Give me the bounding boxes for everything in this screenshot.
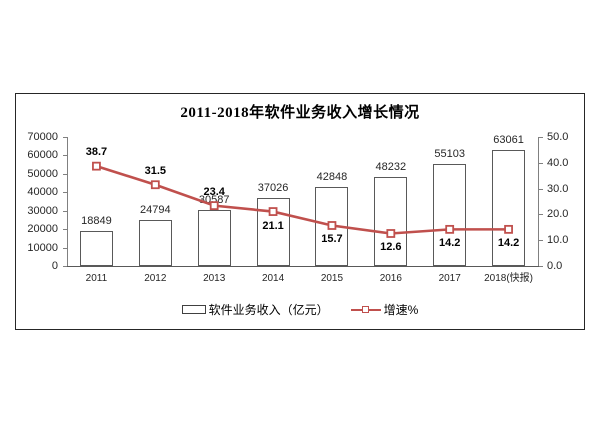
x-axis-line — [67, 266, 539, 267]
bar-series-swatch-icon — [181, 305, 206, 314]
x-axis-label: 2016 — [379, 273, 402, 284]
growth-value-label: 14.2 — [438, 237, 461, 250]
right-axis-label: 40.0 — [547, 156, 569, 169]
left-axis-label: 50000 — [27, 167, 58, 180]
x-axis-label: 2018(快报) — [484, 273, 534, 284]
legend-item-revenue: 软件业务收入（亿元） — [181, 301, 329, 318]
growth-value-label: 14.2 — [497, 237, 520, 250]
right-axis-line — [538, 137, 539, 266]
bar-value-label: 55103 — [434, 148, 465, 161]
bar — [138, 220, 172, 266]
x-axis-label: 2011 — [85, 273, 108, 284]
right-axis-label: 50.0 — [547, 131, 569, 143]
left-axis-tick — [63, 229, 67, 231]
line-marker — [209, 201, 219, 211]
bar-value-label: 48232 — [375, 161, 407, 174]
left-axis-tick — [63, 247, 67, 249]
x-axis-label: 2017 — [438, 273, 461, 284]
right-axis-tick — [539, 162, 543, 164]
left-axis-tick — [63, 155, 67, 157]
legend-label-growth: 增速% — [383, 303, 419, 317]
bar — [79, 231, 113, 266]
x-axis-label: 2014 — [261, 273, 285, 284]
line-marker — [327, 221, 337, 230]
chart-container: 2011-2018年软件业务收入增长情况 70000 60000 50000 4000… — [15, 93, 585, 330]
growth-value-label: 21.1 — [262, 219, 284, 232]
left-axis-label: 60000 — [27, 149, 58, 162]
x-axis-label: 2012 — [144, 273, 167, 284]
line-marker — [386, 229, 396, 238]
left-axis-label: 10000 — [27, 241, 58, 254]
right-axis-label: 10.0 — [547, 234, 569, 247]
bar — [492, 149, 526, 266]
bar-value-label: 18849 — [81, 215, 112, 228]
growth-value-label: 23.4 — [203, 185, 225, 198]
bar — [374, 177, 408, 266]
right-axis-tick — [539, 214, 543, 216]
right-axis-label: 30.0 — [547, 182, 569, 195]
left-axis-line — [67, 137, 68, 266]
line-marker — [92, 161, 101, 171]
line-marker — [268, 207, 278, 216]
right-axis-label: 0.0 — [547, 260, 563, 272]
bar-value-label: 37026 — [257, 181, 289, 194]
legend-label-revenue: 软件业务收入（亿元） — [208, 303, 329, 317]
left-axis-label: 40000 — [27, 186, 58, 199]
right-axis-label: 20.0 — [547, 208, 569, 221]
line-marker — [504, 224, 513, 234]
legend-item-growth: 增速% — [350, 301, 419, 318]
right-axis-tick — [539, 137, 543, 138]
growth-value-label: 38.7 — [85, 146, 108, 159]
bar — [433, 164, 467, 266]
chart-title: 2011-2018年软件业务收入增长情况 — [180, 105, 420, 121]
growth-value-label: 31.5 — [144, 164, 167, 177]
growth-line-series — [92, 161, 513, 238]
bar-value-label: 42848 — [316, 171, 348, 184]
left-axis-tick — [63, 173, 67, 175]
left-axis-tick — [63, 266, 67, 267]
bar-value-label: 24794 — [140, 204, 171, 217]
x-axis-label: 2013 — [203, 273, 226, 284]
left-axis-tick — [63, 210, 67, 212]
legend: 软件业务收入（亿元） 增速% — [16, 301, 584, 318]
left-axis-label: 0 — [51, 260, 58, 272]
growth-value-label: 12.6 — [380, 241, 402, 254]
left-axis-tick — [63, 137, 67, 138]
bar — [197, 209, 231, 266]
left-axis-label: 70000 — [27, 131, 58, 143]
line-marker — [445, 224, 455, 234]
right-axis-tick — [539, 266, 543, 267]
right-axis-tick — [539, 240, 543, 242]
line-series-swatch-icon — [350, 305, 381, 314]
left-axis-label: 30000 — [27, 204, 58, 217]
x-axis-label: 2015 — [320, 273, 344, 284]
left-axis-label: 20000 — [27, 223, 58, 236]
right-axis-tick — [539, 188, 543, 190]
bar-value-label: 63061 — [493, 133, 524, 146]
left-axis-tick — [63, 192, 67, 194]
plot-area: 70000 60000 50000 40000 30000 20000 10000 0 50.0… — [16, 94, 583, 328]
line-marker — [150, 180, 160, 190]
growth-value-label: 15.7 — [321, 233, 343, 246]
